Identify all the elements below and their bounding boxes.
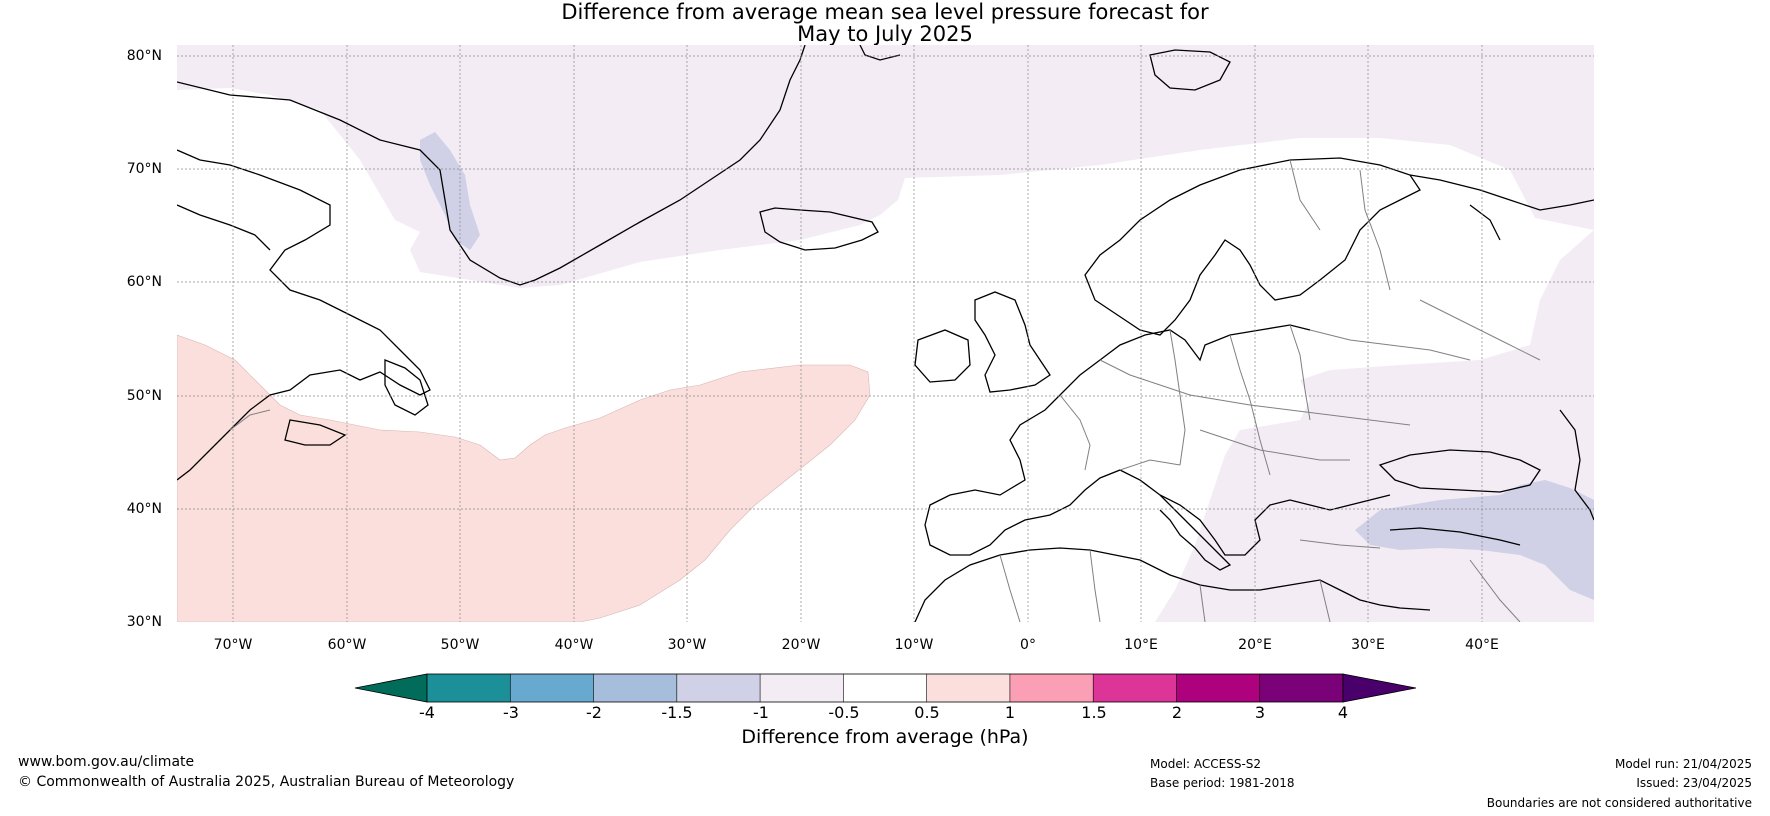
colorbar: [354, 673, 1417, 703]
map-area: [177, 45, 1594, 622]
colorbar-segment: [1093, 674, 1177, 702]
colorbar-segment: [760, 674, 844, 702]
colorbar-tick: -1.5: [661, 703, 693, 722]
colorbar-tick: -0.5: [828, 703, 860, 722]
colorbar-tick: -3: [503, 703, 519, 722]
colorbar-tick: -2: [586, 703, 602, 722]
lat-label-50n: 50°N: [126, 388, 162, 404]
lon-label-70w: 70°W: [213, 637, 253, 653]
colorbar-segment: [1259, 674, 1343, 702]
model-run-text: Model run: 21/04/2025: [1614, 757, 1752, 771]
colorbar-segment: [926, 674, 1010, 702]
lon-label-20e: 20°E: [1238, 637, 1272, 653]
copyright-text: © Commonwealth of Australia 2025, Austra…: [18, 774, 515, 790]
lat-label-80n: 80°N: [126, 48, 162, 64]
lon-label-10w: 10°W: [894, 637, 934, 653]
colorbar-frame: [426, 673, 1344, 703]
lon-label-30e: 30°E: [1351, 637, 1385, 653]
lon-label-10e: 10°E: [1124, 637, 1158, 653]
anomaly-region-pink-atlantic: [177, 334, 871, 622]
lon-label-60w: 60°W: [327, 637, 367, 653]
anomaly-region-lavender-greenland: [420, 132, 480, 250]
colorbar-tick: 3: [1254, 703, 1266, 722]
anomaly-region-lavender-east: [1355, 480, 1594, 600]
model-text: Model: ACCESS-S2: [1150, 757, 1262, 771]
lon-label-40w: 40°W: [554, 637, 594, 653]
lon-label-0: 0°: [1020, 637, 1036, 653]
graticule: [177, 45, 1594, 622]
colorbar-tick: -1: [753, 703, 769, 722]
colorbar-segment: [1176, 674, 1260, 702]
lon-label-50w: 50°W: [440, 637, 480, 653]
colorbar-tick: 1.5: [1081, 703, 1107, 722]
lat-label-40n: 40°N: [126, 501, 162, 517]
colorbar-segment: [510, 674, 594, 702]
map-subtitle: May to July 2025: [797, 22, 973, 46]
lat-label-30n: 30°N: [126, 614, 162, 630]
country-borders: [229, 159, 1541, 622]
colorbar-segment: [427, 674, 511, 702]
colorbar-segment: [1009, 674, 1094, 702]
website-link[interactable]: www.bom.gov.au/climate: [18, 754, 195, 770]
colorbar-tick: 2: [1171, 703, 1183, 722]
issued-text: Issued: 23/04/2025: [1636, 776, 1752, 790]
colorbar-segment: [593, 674, 677, 702]
base-period-text: Base period: 1981-2018: [1150, 776, 1295, 790]
map-title: Difference from average mean sea level p…: [561, 0, 1209, 24]
disclaimer-text: Boundaries are not considered authoritat…: [1486, 796, 1752, 810]
colorbar-tick: 0.5: [914, 703, 940, 722]
anomaly-region-lilac-north: [177, 45, 1594, 288]
colorbar-low-extend: [354, 673, 428, 703]
lat-label-60n: 60°N: [126, 274, 162, 290]
colorbar-segment: [676, 674, 761, 702]
lon-label-40e: 40°E: [1465, 637, 1499, 653]
colorbar-high-extend: [1342, 673, 1417, 703]
colorbar-tick: 1: [1004, 703, 1016, 722]
lat-label-70n: 70°N: [126, 161, 162, 177]
lon-label-30w: 30°W: [667, 637, 707, 653]
colorbar-tick: 4: [1337, 703, 1349, 722]
colorbar-title: Difference from average (hPa): [741, 726, 1029, 748]
colorbar-tick: -4: [419, 703, 435, 722]
colorbar-segment: [843, 674, 927, 702]
lon-label-20w: 20°W: [781, 637, 821, 653]
